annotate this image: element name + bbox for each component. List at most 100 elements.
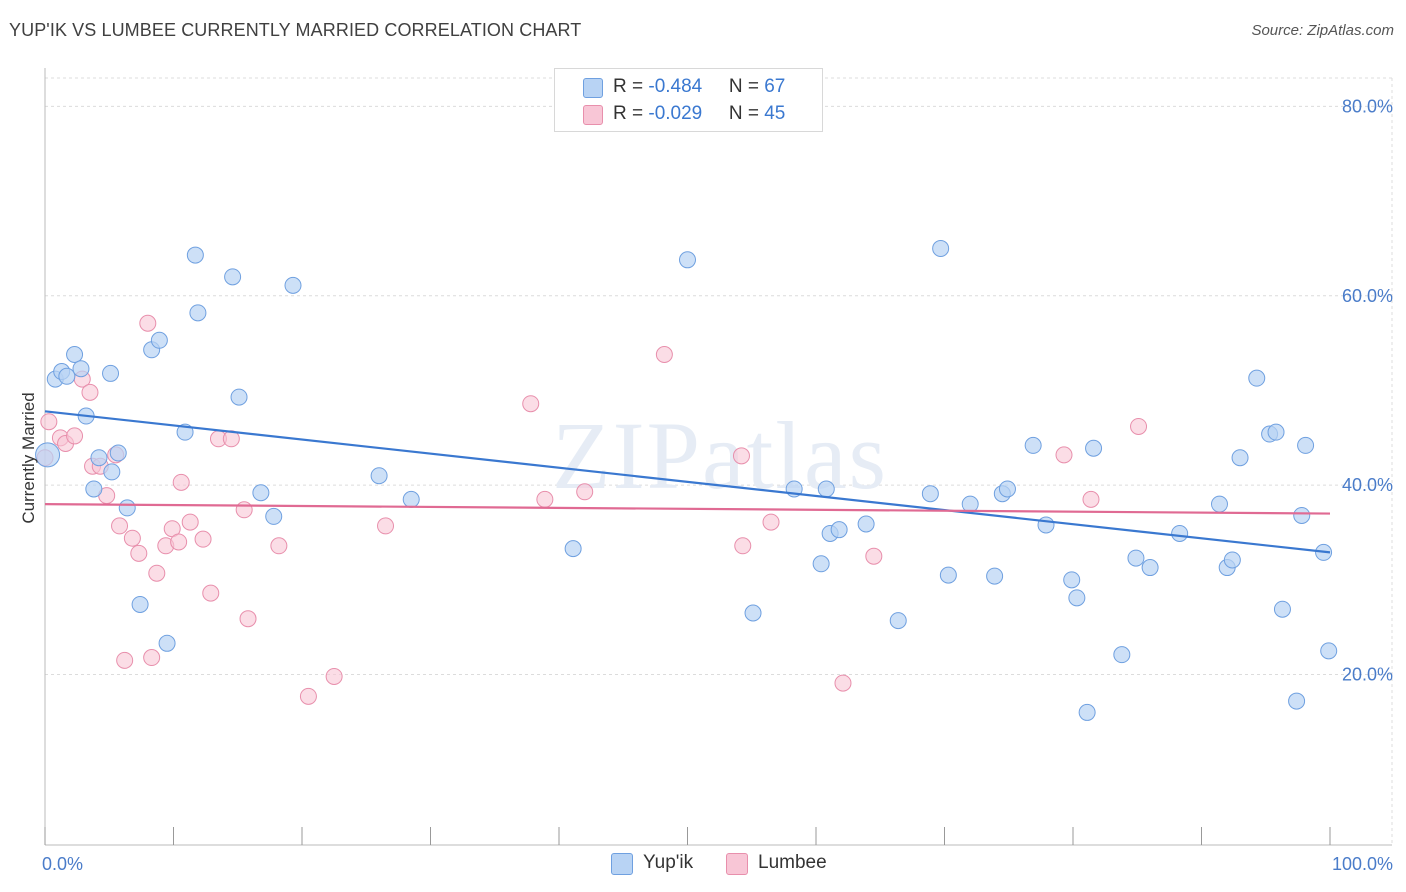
lumbee-point-21 <box>172 473 190 491</box>
y-tick-label-1: 40.0% <box>1342 475 1393 495</box>
lumbee-point-40 <box>834 674 852 692</box>
yupik-point-45 <box>1037 516 1055 534</box>
yupik-point-61 <box>1273 600 1291 618</box>
yupik-r-label: R = <box>613 76 649 97</box>
lumbee-point-11 <box>111 517 129 535</box>
series-legend: Yup'ik Lumbee <box>0 851 1406 879</box>
yupik-point-58 <box>1248 369 1266 387</box>
yupik-point-27 <box>564 540 582 558</box>
yupik-point-44 <box>1024 436 1042 454</box>
lumbee-trend-line <box>44 503 1331 515</box>
yupik-point-0 <box>35 442 61 468</box>
yupik-point-54 <box>1210 495 1228 513</box>
lumbee-legend-label: Lumbee <box>758 852 827 873</box>
yupik-point-12 <box>118 499 136 517</box>
yupik-point-43 <box>998 480 1016 498</box>
yupik-point-29 <box>744 604 762 622</box>
legend-row-lumbee: R = -0.029 N = 45 <box>555 102 822 128</box>
lumbee-point-24 <box>202 584 220 602</box>
yupik-point-50 <box>1113 646 1131 664</box>
yupik-point-34 <box>830 521 848 539</box>
y-tick-label-2: 60.0% <box>1342 286 1393 306</box>
chart-title: YUP'IK VS LUMBEE CURRENTLY MARRIED CORRE… <box>9 20 582 40</box>
yupik-point-60 <box>1267 423 1285 441</box>
lumbee-point-37 <box>732 447 750 465</box>
yupik-point-64 <box>1297 436 1315 454</box>
yupik-point-8 <box>90 449 108 467</box>
yupik-point-5 <box>72 360 90 378</box>
lumbee-point-15 <box>139 314 157 332</box>
lumbee-point-31 <box>325 667 343 685</box>
yupik-point-9 <box>103 463 121 481</box>
yupik-point-18 <box>186 246 204 264</box>
yupik-point-22 <box>252 484 270 502</box>
yupik-point-57 <box>1231 449 1249 467</box>
lumbee-n-label: N = <box>728 103 765 124</box>
y-tick-labels: 20.0% 40.0% 60.0% 80.0% <box>1342 96 1393 684</box>
lumbee-point-4 <box>66 427 84 445</box>
lumbee-point-23 <box>194 530 212 548</box>
lumbee-point-41 <box>865 547 883 565</box>
yupik-point-38 <box>932 239 950 257</box>
lumbee-point-33 <box>522 395 540 413</box>
yupik-r-value: -0.484 <box>648 76 703 97</box>
lumbee-point-27 <box>235 501 253 519</box>
yupik-point-35 <box>857 515 875 533</box>
yupik-point-49 <box>1085 439 1103 457</box>
yupik-legend-label: Yup'ik <box>643 852 694 873</box>
x-tick-label-1: 100.0% <box>1332 854 1393 874</box>
yupik-point-39 <box>939 566 957 584</box>
yupik-point-4 <box>66 345 84 363</box>
yupik-point-36 <box>889 612 907 630</box>
x-tick-labels: 0.0% 100.0% <box>42 854 1393 874</box>
lumbee-point-13 <box>123 529 141 547</box>
stats-legend: R = -0.484 N = 67 R = -0.029 N = 45 <box>554 68 823 132</box>
lumbee-legend-swatch <box>726 853 748 875</box>
yupik-swatch <box>583 78 603 98</box>
lumbee-r-value: -0.029 <box>648 103 703 124</box>
yupik-point-53 <box>1171 524 1189 542</box>
yupik-point-26 <box>402 490 420 508</box>
yupik-point-46 <box>1063 571 1081 589</box>
yupik-point-7 <box>85 480 103 498</box>
lumbee-point-43 <box>1082 490 1100 508</box>
lumbee-point-42 <box>1055 446 1073 464</box>
lumbee-swatch <box>583 105 603 125</box>
yupik-point-16 <box>158 634 176 652</box>
lumbee-point-22 <box>181 513 199 531</box>
yupik-point-21 <box>230 388 248 406</box>
lumbee-point-1 <box>40 413 58 431</box>
lumbee-point-30 <box>299 687 317 705</box>
yupik-point-11 <box>109 444 127 462</box>
lumbee-point-34 <box>536 490 554 508</box>
lumbee-point-28 <box>239 610 257 628</box>
yupik-point-20 <box>224 268 242 286</box>
yupik-point-3 <box>58 367 76 385</box>
yupik-point-40 <box>961 495 979 513</box>
yupik-point-51 <box>1127 549 1145 567</box>
yupik-point-66 <box>1320 642 1338 660</box>
yupik-point-32 <box>817 480 835 498</box>
lumbee-point-20 <box>170 533 188 551</box>
lumbee-n-value: 45 <box>764 103 786 124</box>
yupik-point-48 <box>1078 703 1096 721</box>
y-axis-label: Currently Married <box>19 392 38 523</box>
yupik-point-13 <box>131 595 149 613</box>
yupik-legend-swatch <box>611 853 633 875</box>
lumbee-point-14 <box>130 544 148 562</box>
legend-row-yupik: R = -0.484 N = 67 <box>555 75 822 101</box>
lumbee-point-44 <box>1130 417 1148 435</box>
y-tick-label-3: 80.0% <box>1342 96 1393 116</box>
lumbee-point-38 <box>734 537 752 555</box>
watermark: ZIPatlas <box>552 402 888 509</box>
lumbee-point-6 <box>81 383 99 401</box>
yupik-point-28 <box>679 251 696 269</box>
source-credit: Source: ZipAtlas.com <box>1251 22 1394 39</box>
lumbee-point-29 <box>270 537 288 555</box>
lumbee-point-16 <box>143 649 161 667</box>
lumbee-point-35 <box>576 483 594 501</box>
yupik-n-value: 67 <box>764 76 786 97</box>
yupik-point-10 <box>102 364 120 382</box>
yupik-point-25 <box>370 467 388 485</box>
